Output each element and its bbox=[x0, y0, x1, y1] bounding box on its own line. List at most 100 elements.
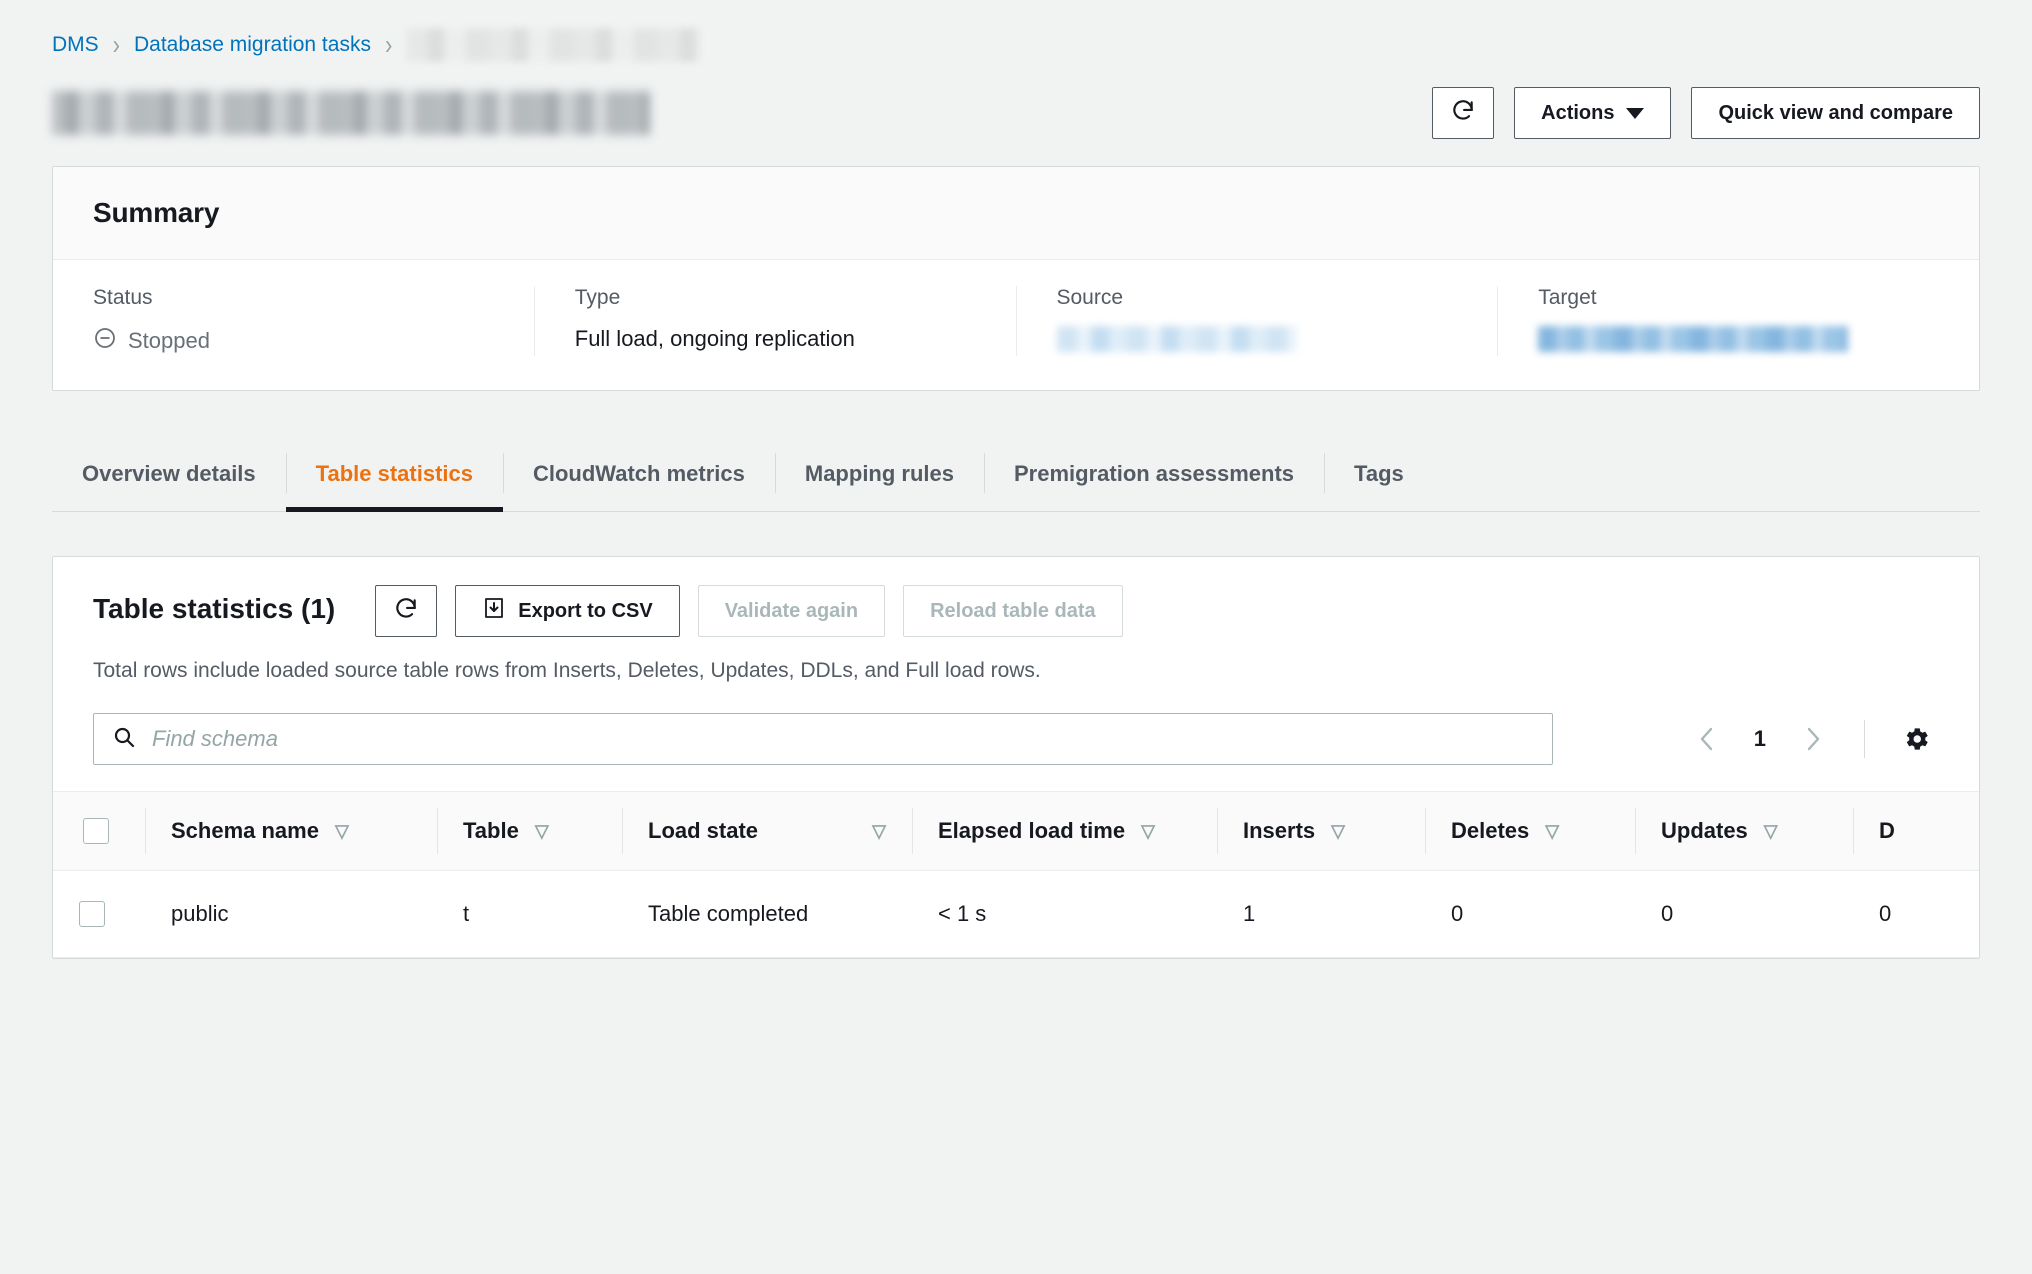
sort-icon: ▽ bbox=[1331, 821, 1345, 841]
search-icon bbox=[112, 725, 136, 754]
table-header-row: Schema name ▽ Table ▽ Lo bbox=[53, 791, 1979, 871]
breadcrumb-separator-icon: › bbox=[112, 28, 120, 60]
summary-heading: Summary bbox=[93, 197, 220, 228]
cell-load-state: Table completed bbox=[622, 870, 912, 958]
actions-label: Actions bbox=[1541, 101, 1615, 124]
column-elapsed-load-time[interactable]: Elapsed load time ▽ bbox=[912, 791, 1217, 871]
select-all-checkbox[interactable] bbox=[83, 818, 109, 844]
column-label: D bbox=[1879, 818, 1895, 843]
summary-value-type: Full load, ongoing replication bbox=[574, 326, 855, 351]
row-select-cell bbox=[53, 870, 145, 958]
summary-label-status: Status bbox=[93, 286, 153, 309]
table-row[interactable]: public t Table completed < 1 s 1 0 0 0 bbox=[53, 870, 1979, 958]
breadcrumb-item-database-migration-tasks[interactable]: Database migration tasks bbox=[134, 33, 371, 56]
cell-updates: 0 bbox=[1635, 870, 1853, 958]
cell-schema-name: public bbox=[145, 870, 437, 958]
tab-cloudwatch-metrics[interactable]: CloudWatch metrics bbox=[502, 435, 775, 511]
summary-label-target: Target bbox=[1538, 286, 1597, 309]
summary-field-source: Source bbox=[1015, 286, 1498, 356]
validate-again-button[interactable]: Validate again bbox=[697, 585, 886, 637]
breadcrumb-item-task-name-redacted[interactable] bbox=[406, 28, 704, 62]
status-badge: Stopped bbox=[93, 326, 494, 356]
tab-mapping-rules[interactable]: Mapping rules bbox=[774, 435, 984, 511]
pagination-prev-button[interactable] bbox=[1684, 716, 1730, 762]
column-label: Table bbox=[463, 818, 519, 843]
refresh-icon bbox=[393, 596, 419, 627]
pagination-current-page[interactable]: 1 bbox=[1753, 726, 1766, 751]
refresh-icon bbox=[1450, 98, 1476, 129]
tab-tags[interactable]: Tags bbox=[1324, 435, 1434, 511]
column-updates[interactable]: Updates ▽ bbox=[1635, 791, 1853, 871]
column-load-state[interactable]: Load state ▽ bbox=[622, 791, 912, 871]
table-statistics-panel: Table statistics (1) bbox=[52, 556, 1980, 959]
sort-icon: ▽ bbox=[534, 821, 549, 841]
summary-panel: Summary Status Stopped Type Full load bbox=[52, 166, 1980, 391]
sort-icon: ▽ bbox=[872, 821, 886, 841]
pagination: 1 bbox=[1684, 716, 1939, 762]
search-input[interactable] bbox=[152, 726, 1534, 752]
table-head: Schema name ▽ Table ▽ Lo bbox=[53, 791, 1979, 871]
column-select-all bbox=[53, 791, 145, 871]
gear-icon[interactable] bbox=[1893, 716, 1939, 762]
export-csv-button[interactable]: Export to CSV bbox=[455, 585, 680, 637]
tab-overview-details[interactable]: Overview details bbox=[82, 461, 256, 486]
summary-field-status: Status Stopped bbox=[53, 286, 534, 356]
summary-field-type: Type Full load, ongoing replication bbox=[533, 286, 1016, 356]
stopped-icon bbox=[93, 326, 117, 356]
row-checkbox[interactable] bbox=[79, 901, 105, 927]
table-statistics-title: Table statistics (1) bbox=[93, 593, 336, 624]
breadcrumb-separator-icon: › bbox=[384, 28, 393, 60]
page-actions: Actions Quick view and compare bbox=[1432, 87, 1980, 139]
search-schema-box[interactable] bbox=[93, 713, 1553, 765]
breadcrumb: DMS › Database migration tasks › bbox=[52, 0, 1980, 62]
tab-premigration-assessments[interactable]: Premigration assessments bbox=[984, 435, 1324, 511]
summary-header: Summary bbox=[53, 167, 1979, 260]
column-label: Load state bbox=[648, 818, 759, 843]
column-label: Elapsed load time bbox=[938, 818, 1126, 843]
sort-icon: ▽ bbox=[1141, 821, 1155, 841]
download-icon bbox=[482, 596, 506, 626]
quick-view-and-compare-button[interactable]: Quick view and compare bbox=[1691, 87, 1980, 139]
column-label: Inserts bbox=[1243, 818, 1316, 843]
cell-inserts: 1 bbox=[1217, 870, 1425, 958]
column-ddls[interactable]: D bbox=[1853, 791, 1979, 871]
column-table[interactable]: Table ▽ bbox=[437, 791, 622, 871]
cell-elapsed-load-time: < 1 s bbox=[912, 870, 1217, 958]
tab-bar: Overview details Table statistics CloudW… bbox=[52, 435, 1980, 512]
table-statistics-table-wrapper: Schema name ▽ Table ▽ Lo bbox=[53, 791, 1979, 958]
cell-table: t bbox=[437, 870, 622, 958]
table-statistics-header: Table statistics (1) bbox=[53, 557, 1979, 683]
actions-dropdown-button[interactable]: Actions bbox=[1514, 87, 1672, 139]
sort-icon: ▽ bbox=[1545, 821, 1560, 841]
summary-value-source-redacted[interactable] bbox=[1056, 326, 1297, 352]
page-title-row: Actions Quick view and compare bbox=[52, 72, 1980, 154]
summary-field-target: Target bbox=[1497, 286, 1979, 356]
export-csv-label: Export to CSV bbox=[518, 599, 653, 622]
sort-icon: ▽ bbox=[334, 821, 349, 841]
column-inserts[interactable]: Inserts ▽ bbox=[1217, 791, 1425, 871]
table-statistics-description: Total rows include loaded source table r… bbox=[93, 659, 1041, 682]
table-body: public t Table completed < 1 s 1 0 0 0 bbox=[53, 870, 1979, 958]
cell-deletes: 0 bbox=[1425, 870, 1635, 958]
column-label: Updates bbox=[1661, 818, 1748, 843]
table-statistics-table: Schema name ▽ Table ▽ Lo bbox=[53, 791, 1979, 958]
breadcrumb-item-dms[interactable]: DMS bbox=[52, 33, 99, 56]
pagination-divider bbox=[1864, 720, 1865, 758]
summary-value-target-redacted[interactable] bbox=[1538, 326, 1849, 352]
column-deletes[interactable]: Deletes ▽ bbox=[1425, 791, 1635, 871]
table-statistics-actions: Export to CSV Validate again Reload tabl… bbox=[375, 585, 1123, 637]
reload-table-data-button[interactable]: Reload table data bbox=[903, 585, 1123, 637]
summary-value-status: Stopped bbox=[128, 328, 210, 353]
summary-label-source: Source bbox=[1056, 286, 1124, 309]
table-refresh-button[interactable] bbox=[375, 585, 438, 637]
pagination-next-button[interactable] bbox=[1790, 716, 1836, 762]
column-schema-name[interactable]: Schema name ▽ bbox=[145, 791, 437, 871]
column-label: Deletes bbox=[1451, 818, 1530, 843]
tab-table-statistics[interactable]: Table statistics bbox=[285, 435, 504, 512]
page-title-redacted bbox=[52, 91, 650, 135]
refresh-button[interactable] bbox=[1432, 87, 1495, 139]
column-label: Schema name bbox=[171, 818, 319, 843]
sort-icon: ▽ bbox=[1763, 821, 1778, 841]
table-filter-row: 1 bbox=[53, 683, 1979, 791]
